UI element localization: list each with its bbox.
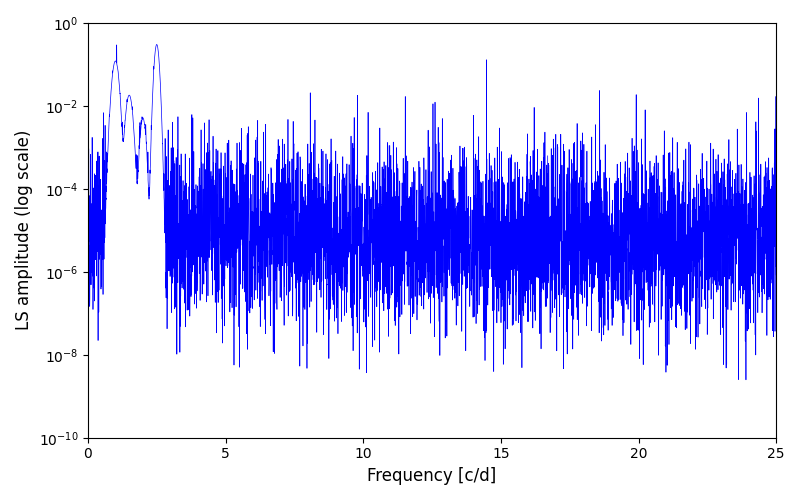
X-axis label: Frequency [c/d]: Frequency [c/d] [367,467,497,485]
Y-axis label: LS amplitude (log scale): LS amplitude (log scale) [15,130,33,330]
